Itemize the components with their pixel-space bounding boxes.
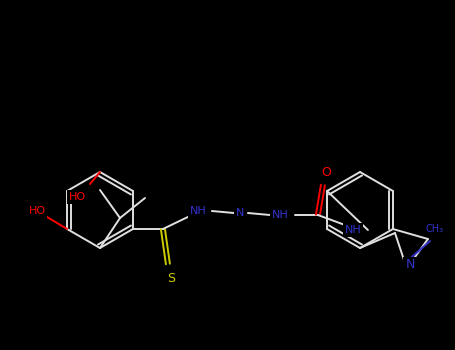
Text: N: N [405, 259, 415, 272]
Text: NH: NH [272, 210, 288, 220]
Text: NH: NH [344, 225, 361, 235]
Text: N: N [236, 208, 244, 218]
Text: HO: HO [29, 206, 46, 216]
Text: O: O [321, 167, 331, 180]
Text: NH: NH [190, 206, 206, 216]
Text: S: S [167, 272, 175, 285]
Text: HO: HO [68, 192, 86, 202]
Text: CH₃: CH₃ [426, 224, 444, 234]
